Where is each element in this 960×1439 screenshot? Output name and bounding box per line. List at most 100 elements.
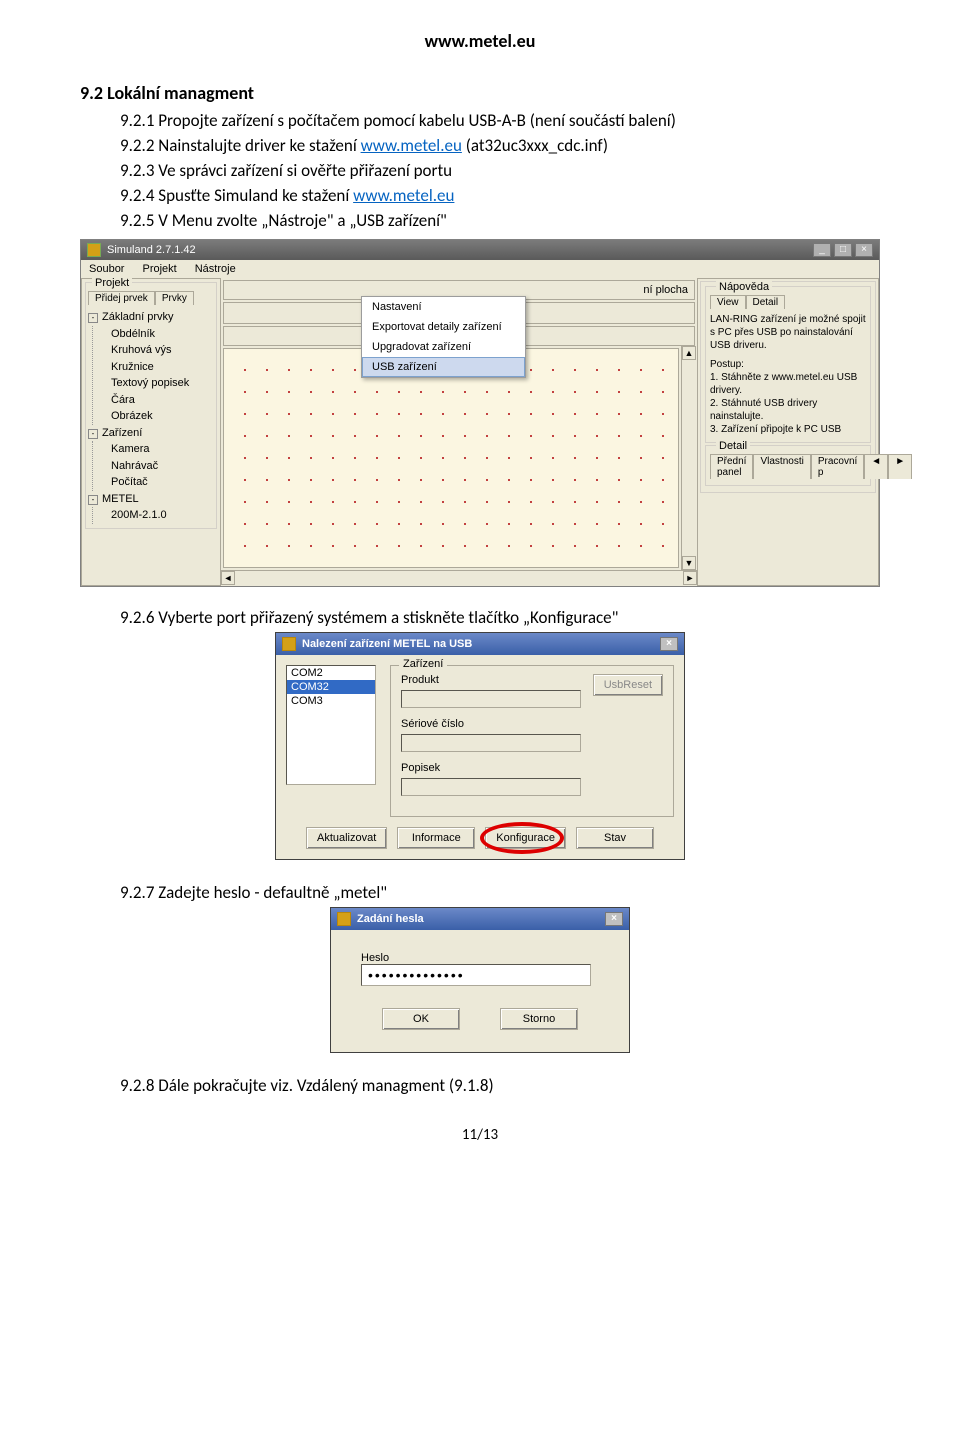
informace-button[interactable]: Informace	[397, 827, 475, 849]
tab-scroll-left-icon[interactable]: ◄	[864, 454, 888, 479]
password-field[interactable]: ••••••••••••••	[361, 964, 591, 986]
tree-kruznice[interactable]: Kružnice	[99, 359, 216, 376]
step-922-b: (at32uc3xxx_cdc.inf)	[462, 135, 608, 156]
help-group: Nápověda	[716, 281, 772, 293]
page-number: 11/13	[80, 1126, 880, 1144]
field-produkt[interactable]	[401, 690, 581, 708]
scroll-right-icon[interactable]: ►	[683, 571, 697, 585]
project-tree[interactable]: Základní prvky Obdélník Kruhová výs Kruž…	[86, 309, 216, 524]
mi-export[interactable]: Exportovat detaily zařízení	[362, 317, 525, 337]
tab-prvky[interactable]: Prvky	[155, 291, 194, 305]
lbl-produkt: Produkt	[401, 674, 585, 686]
password-dialog: Zadání hesla × Heslo •••••••••••••• OK S…	[330, 907, 630, 1053]
konfigurace-button[interactable]: Konfigurace	[485, 827, 566, 849]
com32[interactable]: COM32	[287, 680, 375, 694]
scroll-left-icon[interactable]: ◄	[221, 571, 235, 585]
storno-button[interactable]: Storno	[500, 1008, 578, 1030]
project-group: Projekt	[92, 277, 132, 289]
usb-dialog: Nalezení zařízení METEL na USB × COM2 CO…	[275, 632, 685, 860]
tab-scroll-right-icon[interactable]: ►	[888, 454, 912, 479]
tree-zakladni[interactable]: Základní prvky	[88, 309, 216, 326]
aktualizovat-button[interactable]: Aktualizovat	[306, 827, 387, 849]
maximize-icon[interactable]: □	[834, 243, 852, 257]
device-legend: Zařízení	[399, 658, 447, 670]
tab-detail[interactable]: Detail	[746, 295, 786, 309]
canvas[interactable]	[223, 348, 679, 568]
tab-pridej-prvek[interactable]: Přidej prvek	[88, 291, 155, 305]
detail-group: Detail	[716, 440, 750, 452]
postup-1: 1. Stáhněte z www.metel.eu USB drivery.	[710, 371, 866, 397]
step-922: 9.2.2 Nainstalujte driver ke stažení www…	[120, 135, 880, 156]
field-serial[interactable]	[401, 734, 581, 752]
step-923: 9.2.3 Ve správci zařízení si ověřte přiř…	[120, 160, 880, 181]
usb-close-icon[interactable]: ×	[660, 637, 678, 651]
step-927: 9.2.7 Zadejte heslo - defaultně „metel"	[120, 882, 880, 903]
field-popisek[interactable]	[401, 778, 581, 796]
step-922-a: 9.2.2 Nainstalujte driver ke stažení	[120, 135, 361, 156]
device-fieldset: Zařízení Produkt Sériové číslo Popisek U…	[390, 665, 674, 817]
lbl-serial: Sériové číslo	[401, 718, 585, 730]
tab-vlastnosti[interactable]: Vlastnosti	[753, 454, 810, 479]
com-list[interactable]: COM2 COM32 COM3	[286, 665, 376, 785]
usb-title-text: Nalezení zařízení METEL na USB	[302, 638, 472, 650]
tree-pocitac[interactable]: Počítač	[99, 474, 216, 491]
scroll-up-icon[interactable]: ▲	[682, 346, 696, 360]
tree-kamera[interactable]: Kamera	[99, 441, 216, 458]
link-simuland[interactable]: www.metel.eu	[353, 185, 454, 206]
nastroje-popup: Nastavení Exportovat detaily zařízení Up…	[361, 296, 526, 378]
step-924: 9.2.4 Spusťte Simuland ke stažení www.me…	[120, 185, 880, 206]
section-title: 9.2 Lokální managment	[80, 82, 880, 104]
mi-nastaveni[interactable]: Nastavení	[362, 297, 525, 317]
tree-cara[interactable]: Čára	[99, 392, 216, 409]
stav-button[interactable]: Stav	[576, 827, 654, 849]
help-text: LAN-RING zařízení je možné spojit s PC p…	[710, 313, 866, 352]
pass-close-icon[interactable]: ×	[605, 912, 623, 926]
mi-usb[interactable]: USB zařízení	[362, 357, 525, 377]
tab-view[interactable]: View	[710, 295, 746, 309]
dialog-icon	[282, 637, 296, 651]
step-921: 9.2.1 Propojte zařízení s počítačem pomo…	[120, 110, 880, 131]
hscroll[interactable]: ◄ ►	[221, 570, 697, 586]
app-icon	[87, 243, 101, 257]
right-panel: Nápověda View Detail LAN-RING zařízení j…	[697, 278, 879, 586]
vscroll[interactable]: ▲ ▼	[681, 346, 697, 570]
close-icon[interactable]: ×	[855, 243, 873, 257]
tab-predni[interactable]: Přední panel	[710, 454, 753, 479]
toolbar-plocha: ní plocha	[643, 284, 688, 296]
com3[interactable]: COM3	[287, 694, 375, 708]
postup-3: 3. Zařízení připojte k PC USB	[710, 423, 866, 436]
tree-nahravac[interactable]: Nahrávač	[99, 458, 216, 475]
center-panel: Nastavení Exportovat detaily zařízení Up…	[221, 278, 697, 586]
mi-upgrade[interactable]: Upgradovat zařízení	[362, 337, 525, 357]
tree-textpop[interactable]: Textový popisek	[99, 375, 216, 392]
menu-soubor[interactable]: Soubor	[89, 263, 124, 275]
link-driver[interactable]: www.metel.eu	[361, 135, 462, 156]
tree-zarizeni[interactable]: Zařízení	[88, 425, 216, 442]
tree-200m[interactable]: 200M-2.1.0	[99, 507, 216, 524]
lbl-heslo: Heslo	[361, 952, 599, 964]
pass-icon	[337, 912, 351, 926]
pass-dialog-title: Zadání hesla ×	[331, 908, 629, 930]
postup-2: 2. Stáhnuté USB drivery nainstalujte.	[710, 397, 866, 423]
pass-title-text: Zadání hesla	[357, 913, 424, 925]
tree-obdelnik[interactable]: Obdélník	[99, 326, 216, 343]
menu-projekt[interactable]: Projekt	[142, 263, 176, 275]
header-url: www.metel.eu	[80, 30, 880, 52]
scroll-down-icon[interactable]: ▼	[682, 556, 696, 570]
com2[interactable]: COM2	[287, 666, 375, 680]
tab-pracovni[interactable]: Pracovní p	[811, 454, 864, 479]
tree-metel[interactable]: METEL	[88, 491, 216, 508]
ok-button[interactable]: OK	[382, 1008, 460, 1030]
step-928: 9.2.8 Dále pokračujte viz. Vzdálený mana…	[120, 1075, 880, 1096]
menu-nastroje[interactable]: Nástroje	[195, 263, 236, 275]
usbreset-button[interactable]: UsbReset	[593, 674, 663, 696]
simuland-window: Simuland 2.7.1.42 _ □ × Soubor Projekt N…	[80, 239, 880, 587]
menubar: Soubor Projekt Nástroje	[81, 260, 879, 278]
step-924-a: 9.2.4 Spusťte Simuland ke stažení	[120, 185, 353, 206]
tree-obrazek[interactable]: Obrázek	[99, 408, 216, 425]
step-925: 9.2.5 V Menu zvolte „Nástroje" a „USB za…	[120, 210, 880, 231]
step-926: 9.2.6 Vyberte port přiřazený systémem a …	[120, 607, 880, 628]
tree-kruhova[interactable]: Kruhová výs	[99, 342, 216, 359]
minimize-icon[interactable]: _	[813, 243, 831, 257]
postup-h: Postup:	[710, 358, 866, 371]
